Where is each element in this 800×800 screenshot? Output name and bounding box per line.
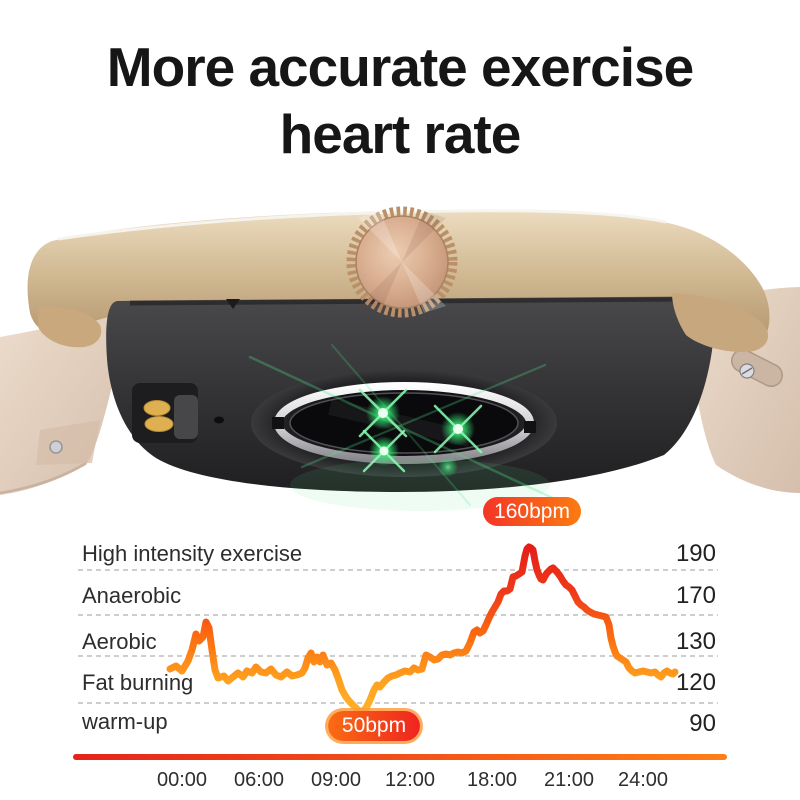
led-sparkle (358, 388, 408, 438)
x-tick: 00:00 (156, 769, 208, 791)
zone-gridlines (78, 569, 718, 704)
charging-contacts (132, 383, 198, 443)
smartwatch-photo (0, 206, 800, 511)
y-value: 90 (689, 710, 716, 737)
min-bpm-badge: 50bpm (328, 711, 420, 741)
peak-bpm-badge: 160bpm (483, 497, 581, 526)
x-tick: 24:00 (617, 769, 669, 791)
title-line-2: heart rate (279, 103, 522, 165)
y-axis-values: 190 170 130 120 90 (676, 540, 716, 737)
strap-slot (730, 348, 784, 388)
peak-bpm-value: 160bpm (494, 499, 570, 523)
y-value: 170 (676, 582, 716, 609)
heart-rate-chart: High intensity exercise Anaerobic Aerobi… (0, 480, 800, 800)
title-line-1: More accurate exercise (106, 36, 694, 98)
x-tick: 18:00 (466, 769, 518, 791)
min-bpm-value: 50bpm (341, 714, 407, 737)
x-tick: 06:00 (233, 769, 285, 791)
x-tick: 21:00 (543, 769, 595, 791)
y-value: 130 (676, 628, 716, 655)
zone-label: High intensity exercise (82, 541, 302, 566)
y-value: 120 (676, 669, 716, 696)
microphone-hole (214, 416, 224, 424)
left-lug (38, 306, 102, 348)
heart-rate-line (166, 543, 679, 716)
led-sparkle (362, 429, 406, 473)
case-notch (226, 299, 240, 309)
y-value: 190 (676, 540, 716, 567)
zone-label: Fat burning (82, 670, 193, 695)
zone-label: Anaerobic (82, 583, 181, 608)
x-axis-gradient-bar (73, 754, 727, 760)
green-led-lights (248, 344, 574, 511)
crown (346, 206, 458, 318)
zone-label: warm-up (81, 709, 168, 734)
strap-screw (49, 440, 63, 454)
zone-label: Aerobic (82, 629, 157, 654)
x-tick: 09:00 (310, 769, 362, 791)
zone-labels: High intensity exercise Anaerobic Aerobi… (81, 541, 302, 734)
x-tick: 12:00 (384, 769, 436, 791)
page-title: More accurate exercise heart rate (0, 34, 800, 168)
right-lug (672, 293, 769, 352)
left-strap (0, 311, 130, 495)
led-sparkle (433, 404, 483, 454)
